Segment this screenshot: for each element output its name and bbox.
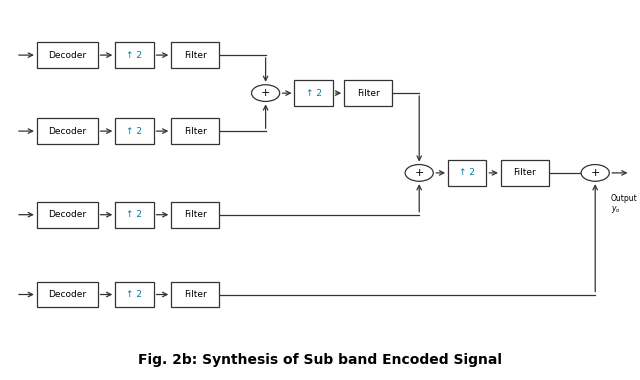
Bar: [172, 282, 219, 307]
Bar: [500, 160, 548, 186]
Text: ↑ 2: ↑ 2: [127, 51, 143, 60]
Text: ↑ 2: ↑ 2: [127, 210, 143, 219]
Bar: [172, 118, 219, 144]
Text: +: +: [261, 88, 270, 98]
Bar: [115, 118, 154, 144]
Bar: [115, 202, 154, 228]
Bar: [115, 42, 154, 68]
Text: Decoder: Decoder: [48, 210, 86, 219]
Text: +: +: [415, 168, 424, 178]
Text: Filter: Filter: [184, 127, 207, 136]
Text: Filter: Filter: [513, 168, 536, 177]
Circle shape: [581, 165, 609, 181]
Bar: [294, 80, 333, 106]
Circle shape: [252, 85, 280, 101]
Text: ↑ 2: ↑ 2: [306, 89, 322, 98]
Bar: [172, 202, 219, 228]
Bar: [36, 282, 97, 307]
Bar: [36, 118, 97, 144]
Text: Filter: Filter: [184, 210, 207, 219]
Text: Output
$y_o$: Output $y_o$: [611, 194, 637, 215]
Text: +: +: [591, 168, 600, 178]
Text: Decoder: Decoder: [48, 290, 86, 299]
Text: Fig. 2b: Synthesis of Sub band Encoded Signal: Fig. 2b: Synthesis of Sub band Encoded S…: [138, 353, 502, 367]
Bar: [36, 42, 97, 68]
Circle shape: [405, 165, 433, 181]
Bar: [115, 282, 154, 307]
Bar: [344, 80, 392, 106]
Text: ↑ 2: ↑ 2: [127, 127, 143, 136]
Text: Filter: Filter: [184, 290, 207, 299]
Text: Filter: Filter: [184, 51, 207, 60]
Text: Decoder: Decoder: [48, 51, 86, 60]
Text: ↑ 2: ↑ 2: [127, 290, 143, 299]
Bar: [172, 42, 219, 68]
Bar: [36, 202, 97, 228]
Text: Decoder: Decoder: [48, 127, 86, 136]
Text: Filter: Filter: [356, 89, 380, 98]
Text: ↑ 2: ↑ 2: [460, 168, 475, 177]
Bar: [448, 160, 486, 186]
